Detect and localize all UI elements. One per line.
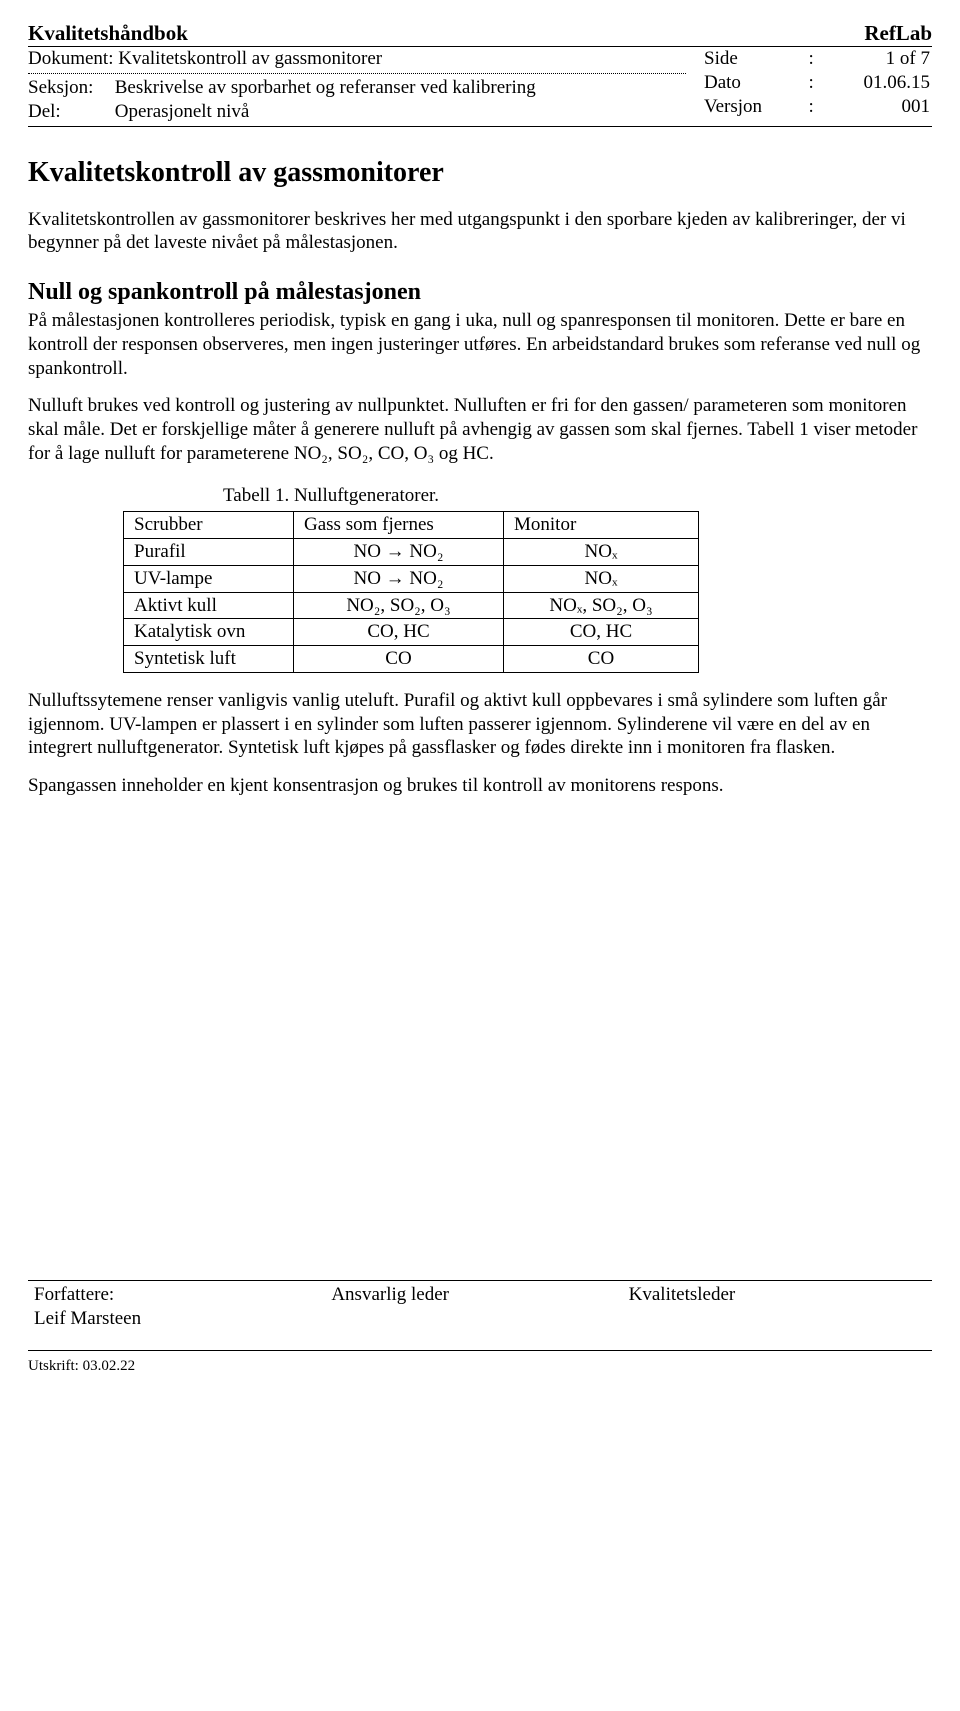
side-value: 1 of 7 [822, 47, 932, 71]
part-value: Operasjonelt nivå [115, 101, 250, 122]
table-row: Syntetisk luft CO CO [124, 646, 699, 673]
org-name: RefLab [663, 20, 932, 47]
part-label: Del: [28, 100, 110, 124]
document-footer: Forfattere: Leif Marsteen Ansvarlig lede… [28, 1280, 932, 1352]
forfattere-label: Forfattere: [34, 1283, 331, 1307]
table-cell: Aktivt kull [124, 592, 294, 619]
table-caption: Tabell 1. Nulluftgeneratorer. [28, 484, 932, 508]
table-row: Purafil NO → NO₂ NOₓ [124, 539, 699, 566]
dato-value: 01.06.15 [822, 71, 932, 95]
table-row: Katalytisk ovn CO, HC CO, HC [124, 619, 699, 646]
versjon-label: Versjon [702, 95, 801, 119]
ansvarlig-label: Ansvarlig leder [331, 1283, 628, 1307]
print-label: Utskrift: [28, 1358, 79, 1374]
table-cell: Syntetisk luft [124, 646, 294, 673]
page-title: Kvalitetskontroll av gassmonitorer [28, 155, 932, 190]
section-value: Beskrivelse av sporbarhet og referanser … [115, 77, 536, 98]
table-cell: CO, HC [504, 619, 699, 646]
table-cell: NO₂, SO₂, O₃ [294, 592, 504, 619]
table-cell: NOₓ [504, 565, 699, 592]
table-cell: UV-lampe [124, 565, 294, 592]
book-title: Kvalitetshåndbok [28, 20, 663, 47]
doc-label: Dokument: [28, 48, 114, 69]
meta-colon: : [801, 95, 822, 119]
print-value: 03.02.22 [83, 1358, 136, 1374]
table-cell: Katalytisk ovn [124, 619, 294, 646]
side-label: Side [702, 47, 801, 71]
forfattere-value: Leif Marsteen [34, 1307, 331, 1331]
kvalitetsleder-label: Kvalitetsleder [629, 1283, 926, 1307]
doc-title: Kvalitetskontroll av gassmonitorer [118, 48, 382, 69]
paragraph-intro: Kvalitetskontrollen av gassmonitorer bes… [28, 208, 932, 256]
table-header: Monitor [504, 512, 699, 539]
table-cell: CO [504, 646, 699, 673]
paragraph: Nulluftssytemene renser vanligvis vanlig… [28, 689, 932, 760]
paragraph: På målestasjonen kontrolleres periodisk,… [28, 309, 932, 380]
meta-colon: : [801, 47, 822, 71]
versjon-value: 001 [822, 95, 932, 119]
meta-colon: : [801, 71, 822, 95]
section-label: Seksjon: [28, 76, 110, 100]
table-cell: CO [294, 646, 504, 673]
table-cell: NOₓ, SO₂, O₃ [504, 592, 699, 619]
table-header: Scrubber [124, 512, 294, 539]
table-nulluft: Scrubber Gass som fjernes Monitor Purafi… [123, 511, 699, 673]
table-header-row: Scrubber Gass som fjernes Monitor [124, 512, 699, 539]
dato-label: Dato [702, 71, 801, 95]
table-cell: NO → NO₂ [294, 539, 504, 566]
table-row: Aktivt kull NO₂, SO₂, O₃ NOₓ, SO₂, O₃ [124, 592, 699, 619]
table-cell: NO → NO₂ [294, 565, 504, 592]
print-line: Utskrift: 03.02.22 [28, 1357, 932, 1376]
section-heading: Null og spankontroll på målestasjonen [28, 277, 932, 307]
table-cell: NOₓ [504, 539, 699, 566]
paragraph: Spangassen inneholder en kjent konsentra… [28, 774, 932, 798]
table-row: UV-lampe NO → NO₂ NOₓ [124, 565, 699, 592]
table-cell: CO, HC [294, 619, 504, 646]
header-divider [28, 126, 932, 127]
document-header: Kvalitetshåndbok RefLab Dokument: Kvalit… [28, 20, 932, 124]
page-spacer [28, 812, 932, 1272]
table-header: Gass som fjernes [294, 512, 504, 539]
divider-dotted [28, 73, 686, 74]
table-cell: Purafil [124, 539, 294, 566]
paragraph: Nulluft brukes ved kontroll og justering… [28, 394, 932, 465]
